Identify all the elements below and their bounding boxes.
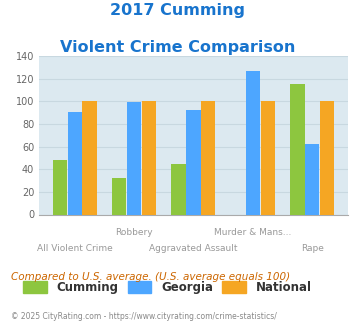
Text: All Violent Crime: All Violent Crime <box>37 244 113 253</box>
Bar <box>261 101 275 214</box>
Text: Aggravated Assault: Aggravated Assault <box>149 244 238 253</box>
Bar <box>320 101 334 214</box>
Text: © 2025 CityRating.com - https://www.cityrating.com/crime-statistics/: © 2025 CityRating.com - https://www.city… <box>11 312 277 321</box>
Bar <box>142 101 156 214</box>
Bar <box>67 112 82 214</box>
Bar <box>53 160 67 214</box>
Bar <box>290 84 305 214</box>
Text: 2017 Cumming: 2017 Cumming <box>110 3 245 18</box>
Bar <box>305 144 320 214</box>
Bar <box>246 71 260 214</box>
Bar <box>82 101 97 214</box>
Text: Murder & Mans...: Murder & Mans... <box>214 228 291 237</box>
Text: Rape: Rape <box>301 244 324 253</box>
Bar <box>171 164 186 214</box>
Bar <box>127 103 141 214</box>
Bar <box>201 101 215 214</box>
Text: Robbery: Robbery <box>115 228 153 237</box>
Bar <box>112 178 126 214</box>
Legend: Cumming, Georgia, National: Cumming, Georgia, National <box>23 280 311 294</box>
Text: Violent Crime Comparison: Violent Crime Comparison <box>60 40 295 54</box>
Bar <box>186 111 201 214</box>
Text: Compared to U.S. average. (U.S. average equals 100): Compared to U.S. average. (U.S. average … <box>11 272 290 282</box>
